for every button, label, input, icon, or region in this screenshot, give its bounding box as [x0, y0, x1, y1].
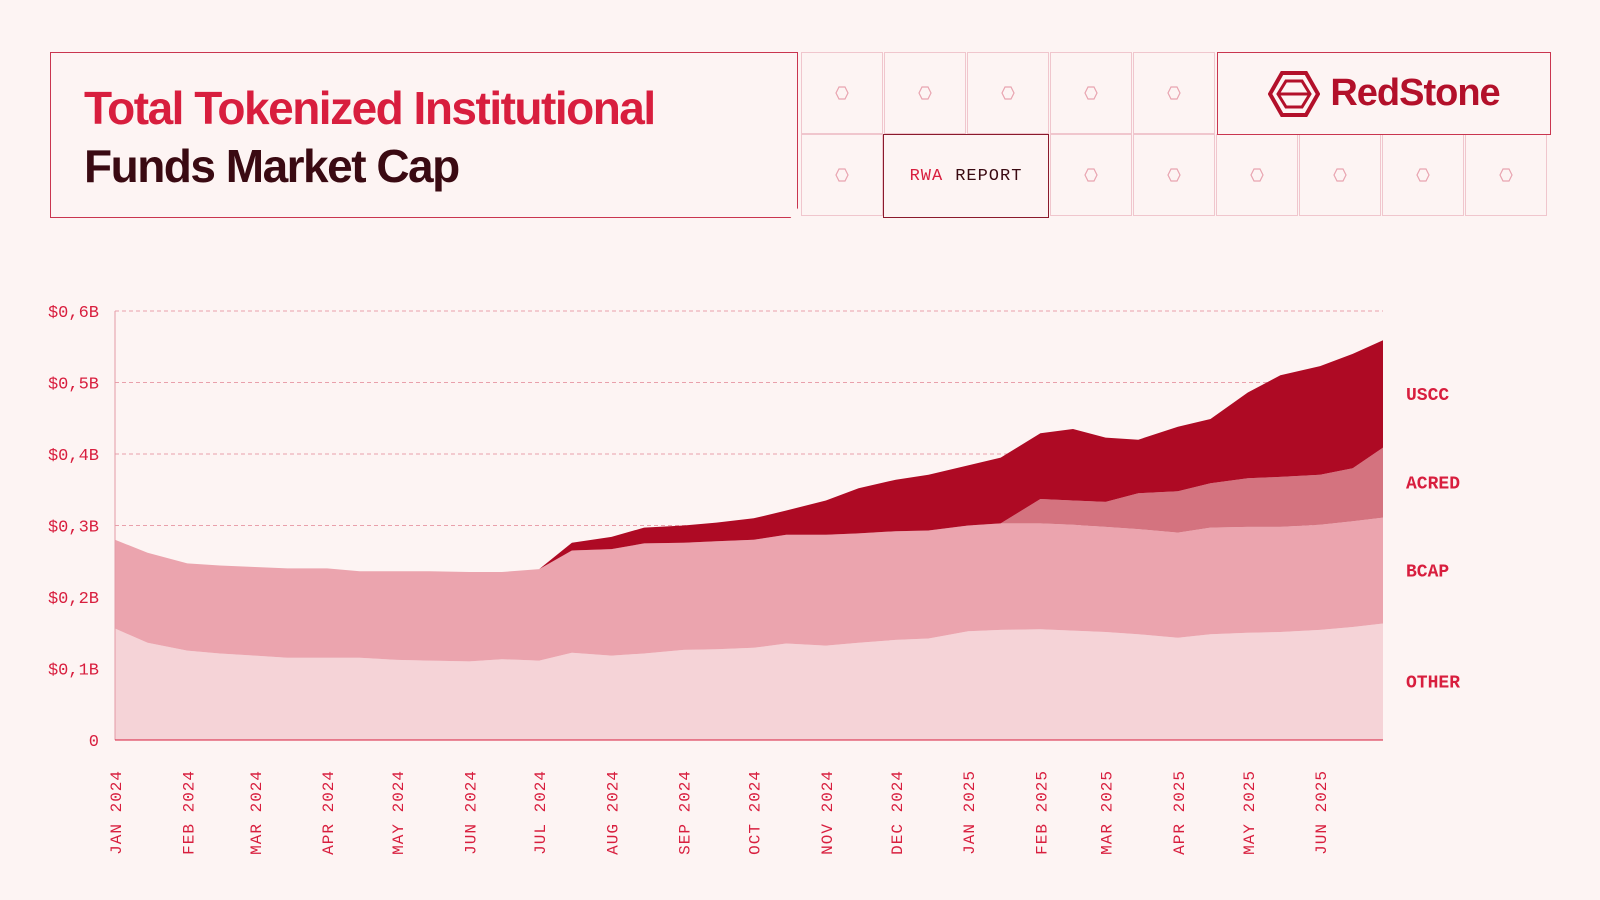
grid-cell: [801, 52, 883, 134]
grid-cell: [884, 52, 966, 134]
brand-logo: RedStone: [1217, 52, 1551, 135]
x-tick-label: JUN 2024: [462, 770, 480, 855]
grid-cell: [1050, 134, 1132, 216]
area-other: [115, 623, 1383, 740]
y-tick-label: $0,1B: [48, 662, 99, 681]
x-tick-label: APR 2025: [1171, 770, 1189, 855]
hexagon-icon: [1001, 86, 1015, 100]
x-tick-label: MAY 2025: [1241, 770, 1259, 855]
redstone-logo-icon: [1268, 70, 1321, 117]
x-tick-label: AUG 2024: [605, 770, 623, 855]
x-tick-label: JAN 2025: [961, 770, 979, 855]
report-tag-report: REPORT: [955, 166, 1023, 186]
hexagon-icon: [918, 86, 932, 100]
hexagon-icon: [1499, 168, 1513, 182]
x-tick-label: MAR 2025: [1099, 770, 1117, 855]
x-tick-label: NOV 2024: [819, 770, 837, 855]
grid-cell: [1050, 52, 1132, 134]
y-tick-label: $0,2B: [48, 590, 99, 609]
brand-name: RedStone: [1330, 72, 1500, 114]
title-line-1: Total Tokenized Institutional: [84, 82, 656, 134]
x-tick-label: FEB 2025: [1033, 770, 1051, 855]
hexagon-icon: [1167, 168, 1181, 182]
grid-cell: [1133, 52, 1215, 134]
hexagon-icon: [1084, 86, 1098, 100]
hexagon-icon: [1416, 168, 1430, 182]
x-tick-label: JUL 2024: [532, 770, 550, 855]
x-tick-label: JAN 2024: [108, 770, 126, 855]
grid-cell: [967, 52, 1049, 134]
hexagon-icon: [835, 86, 849, 100]
area-uscc: [115, 340, 1383, 572]
hexagon-icon: [835, 168, 849, 182]
x-tick-label: DEC 2024: [889, 770, 907, 855]
x-tick-label: FEB 2024: [180, 770, 198, 855]
title-line-2: Funds Market Cap: [84, 140, 460, 192]
x-tick-label: MAR 2024: [248, 770, 266, 855]
x-tick-label: APR 2024: [320, 770, 338, 855]
grid-cell: [1133, 134, 1215, 216]
area-bcap: [115, 517, 1383, 662]
y-tick-label: $0,6B: [48, 304, 99, 323]
report-tag: RWA REPORT: [883, 134, 1049, 218]
x-tick-label: MAY 2024: [390, 770, 408, 855]
hexagon-icon: [1333, 168, 1347, 182]
grid-cell: [801, 134, 883, 216]
hexagon-icon: [1084, 168, 1098, 182]
report-tag-rwa: RWA: [909, 166, 944, 186]
x-tick-label: SEP 2024: [677, 770, 695, 855]
legend-label-uscc: USCC: [1406, 386, 1449, 406]
y-tick-label: $0,3B: [48, 519, 99, 538]
hexagon-icon: [1167, 86, 1181, 100]
title-box: Total Tokenized Institutional Funds Mark…: [50, 52, 798, 218]
x-tick-label: OCT 2024: [747, 770, 765, 855]
y-tick-label: $0,4B: [48, 447, 99, 466]
legend-label-acred: ACRED: [1406, 475, 1460, 495]
x-tick-label: JUN 2025: [1313, 770, 1331, 855]
y-tick-label: 0: [89, 733, 99, 752]
y-tick-label: $0,5B: [48, 376, 99, 395]
hexagon-icon: [1250, 168, 1264, 182]
area-acred: [115, 447, 1383, 572]
legend-label-bcap: BCAP: [1406, 563, 1449, 583]
legend-label-other: OTHER: [1406, 674, 1460, 694]
